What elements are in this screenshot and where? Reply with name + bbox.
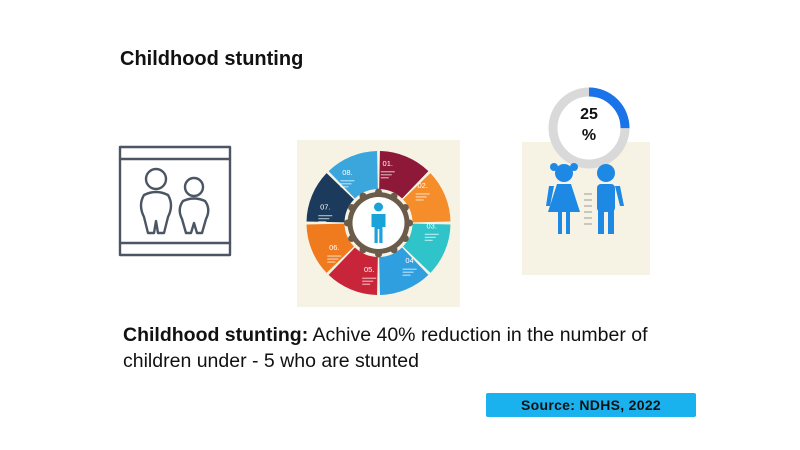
- cycle-segment: [306, 173, 354, 223]
- cycle-gear-tooth: [390, 246, 398, 254]
- target-statement: Childhood stunting: Achive 40% reduction…: [123, 322, 683, 374]
- cycle-segment-label: 06.: [329, 243, 339, 252]
- cycle-gear-tooth: [348, 235, 356, 242]
- slide-title: Childhood stunting: [120, 48, 304, 70]
- cycle-segment: [379, 247, 429, 295]
- cycle-gear-tooth: [401, 204, 409, 211]
- cycle-segment-label: 08.: [342, 168, 352, 177]
- cycle-gear-tooth: [359, 192, 367, 200]
- progress-label: 25 %: [557, 104, 621, 146]
- cycle-gear-tooth: [375, 188, 382, 196]
- cycle-segment-label: 03.: [426, 221, 436, 230]
- cycle-segment-label: 07.: [320, 203, 330, 212]
- cycle-gear-tooth: [390, 192, 398, 200]
- cycle-gear-tooth: [359, 246, 367, 254]
- cycle-segment: [403, 173, 451, 223]
- cycle-gear-tooth: [406, 219, 413, 227]
- source-badge: Source: NDHS, 2022: [486, 393, 696, 417]
- cycle-gear-tooth: [348, 204, 356, 211]
- boy-girl-icon: [546, 163, 624, 234]
- person-icon: [371, 202, 386, 243]
- cycle-segment: [403, 223, 451, 273]
- cycle-gear-tooth: [375, 250, 382, 258]
- target-description: Achive 40% reduction in the number of ch…: [123, 324, 648, 372]
- cycle-segment-label: 05.: [364, 265, 374, 274]
- cycle-segment: [379, 151, 429, 199]
- progress-unit: %: [581, 127, 597, 144]
- cycle-segment: [306, 223, 354, 273]
- cycle-segment: [328, 247, 378, 295]
- cycle-segment-label: 04: [405, 256, 413, 265]
- progress-ring: [548, 87, 630, 169]
- cycle-infographic: 01. 02. 03. 04 05. 06. 07. 08.: [306, 151, 451, 295]
- cycle-gear-tooth: [344, 219, 351, 227]
- cycle-segment: [328, 151, 378, 199]
- cycle-segment-label: 02.: [417, 181, 427, 190]
- cycle-gear-tooth: [401, 235, 409, 242]
- cycle-infographic-panel: 01. 02. 03. 04 05. 06. 07. 08.: [297, 140, 460, 307]
- cycle-segment-label: 01.: [383, 159, 393, 168]
- target-label: Childhood stunting:: [123, 324, 309, 346]
- children-outline-icon: [118, 145, 232, 257]
- progress-value: 25: [580, 106, 598, 123]
